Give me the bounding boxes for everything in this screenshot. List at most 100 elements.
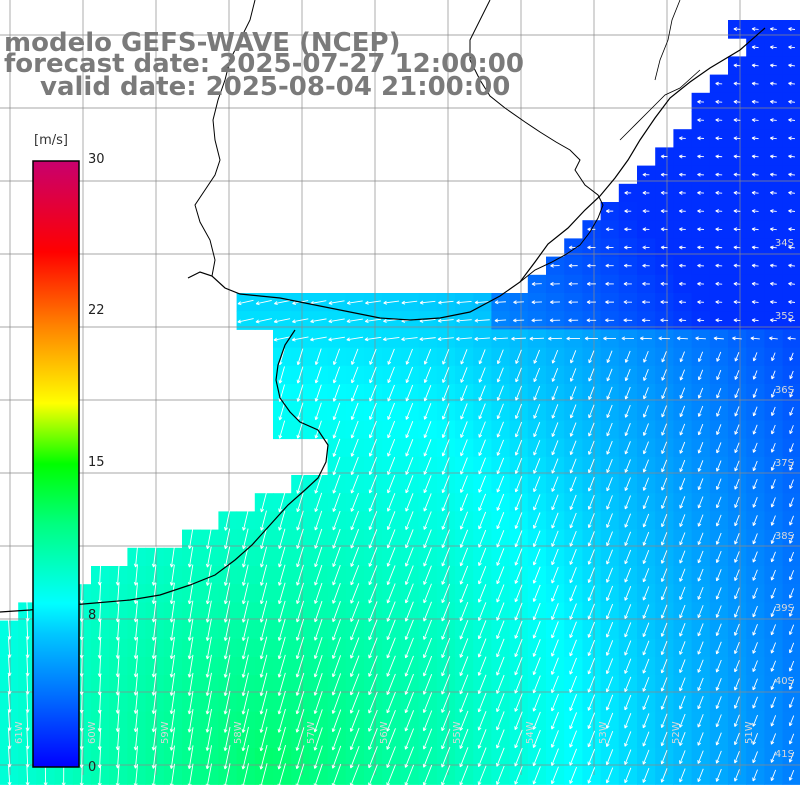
wind-arrow	[660, 677, 668, 692]
wind-arrow	[187, 618, 194, 641]
wind-arrow	[496, 457, 505, 475]
wind-arrow	[332, 582, 341, 604]
wind-arrow	[474, 318, 490, 323]
wind-arrow	[550, 712, 559, 730]
wind-arrow	[151, 600, 157, 623]
wind-arrow	[569, 530, 577, 547]
wind-arrow	[605, 603, 614, 620]
wind-arrow	[551, 512, 559, 529]
wind-arrow	[788, 63, 796, 68]
wind-arrow	[568, 281, 578, 286]
wind-arrow	[368, 583, 378, 604]
wind-arrow	[241, 636, 249, 660]
wind-arrow	[605, 694, 614, 711]
wind-arrow	[277, 726, 286, 752]
wind-arrow	[514, 439, 523, 456]
lon-label: 60W	[87, 721, 98, 744]
wind-arrow	[405, 439, 414, 457]
lat-label: 35S	[774, 311, 794, 322]
wind-arrow	[478, 349, 486, 365]
wind-arrow	[514, 530, 523, 548]
wind-arrow	[532, 639, 541, 657]
wind-arrow	[715, 263, 723, 268]
colorbar-tick-15: 15	[88, 455, 105, 470]
wind-arrow	[769, 154, 777, 159]
wind-arrow	[640, 336, 652, 341]
wind-arrow	[331, 709, 342, 733]
wind-arrow	[642, 477, 650, 491]
wind-arrow	[586, 281, 596, 286]
wind-arrow	[752, 442, 758, 453]
wind-arrow	[770, 406, 776, 417]
wind-arrow	[551, 639, 559, 657]
wind-arrow	[478, 385, 486, 402]
wind-arrow	[205, 618, 212, 641]
wind-arrow	[205, 672, 212, 697]
wind-arrow	[587, 513, 595, 529]
wind-arrow	[404, 637, 414, 659]
wind-arrow	[405, 348, 413, 365]
wind-arrow	[751, 318, 759, 323]
wind-arrow	[260, 492, 267, 513]
wind-arrow	[423, 384, 432, 402]
wind-arrow	[477, 566, 487, 585]
wind-arrow	[259, 708, 268, 733]
wind-arrow	[551, 603, 559, 621]
wind-arrow	[715, 460, 722, 472]
wind-arrow	[605, 640, 614, 656]
wind-arrow	[788, 190, 796, 195]
wind-arrow	[437, 337, 454, 341]
wind-arrow	[169, 600, 175, 623]
wind-arrow	[661, 459, 668, 473]
wind-arrow	[441, 710, 451, 732]
wind-arrow	[274, 300, 290, 306]
wind-arrow	[551, 404, 559, 419]
wind-arrow	[387, 348, 395, 365]
wind-arrow	[588, 350, 595, 364]
wind-arrow	[733, 227, 741, 232]
wind-arrow	[697, 641, 704, 655]
wind-arrow	[769, 245, 777, 250]
wind-arrow	[255, 299, 272, 306]
wind-arrow	[734, 551, 740, 563]
wind-arrow	[205, 763, 212, 788]
wind-arrow	[133, 764, 139, 787]
wind-arrow	[660, 586, 668, 601]
wind-arrow	[496, 530, 505, 548]
wind-arrow	[752, 624, 758, 636]
wind-arrow	[478, 421, 486, 438]
wind-arrow	[259, 726, 268, 752]
wind-arrow	[769, 263, 777, 268]
wind-arrow	[515, 349, 522, 364]
wind-arrow	[533, 367, 541, 383]
wind-arrow	[587, 494, 595, 510]
wind-arrow	[551, 386, 559, 401]
wind-arrow	[679, 514, 686, 527]
wind-arrow	[405, 475, 414, 494]
wind-arrow	[697, 154, 704, 159]
wind-arrow	[716, 406, 722, 417]
wind-arrow	[789, 406, 794, 416]
wind-arrow	[788, 27, 796, 32]
wind-arrow	[295, 636, 305, 660]
wind-arrow	[642, 281, 650, 286]
wind-arrow	[241, 618, 249, 641]
wind-arrow	[697, 496, 704, 509]
wind-arrow	[606, 386, 613, 400]
wind-arrow	[368, 438, 377, 457]
wind-arrow	[459, 656, 469, 677]
wind-arrow	[660, 640, 668, 656]
wind-arrow	[715, 623, 722, 637]
wind-arrow	[346, 336, 364, 342]
wind-arrow	[423, 439, 432, 457]
wind-arrow	[423, 583, 432, 604]
wind-arrow	[441, 529, 450, 549]
wind-arrow	[697, 550, 704, 564]
wind-arrow	[733, 27, 741, 32]
wind-arrow	[788, 570, 795, 581]
wind-arrow	[606, 495, 613, 510]
wind-arrow	[223, 582, 231, 605]
wind-arrow	[660, 209, 668, 214]
wind-arrow	[459, 765, 469, 786]
wind-arrow	[734, 623, 740, 636]
